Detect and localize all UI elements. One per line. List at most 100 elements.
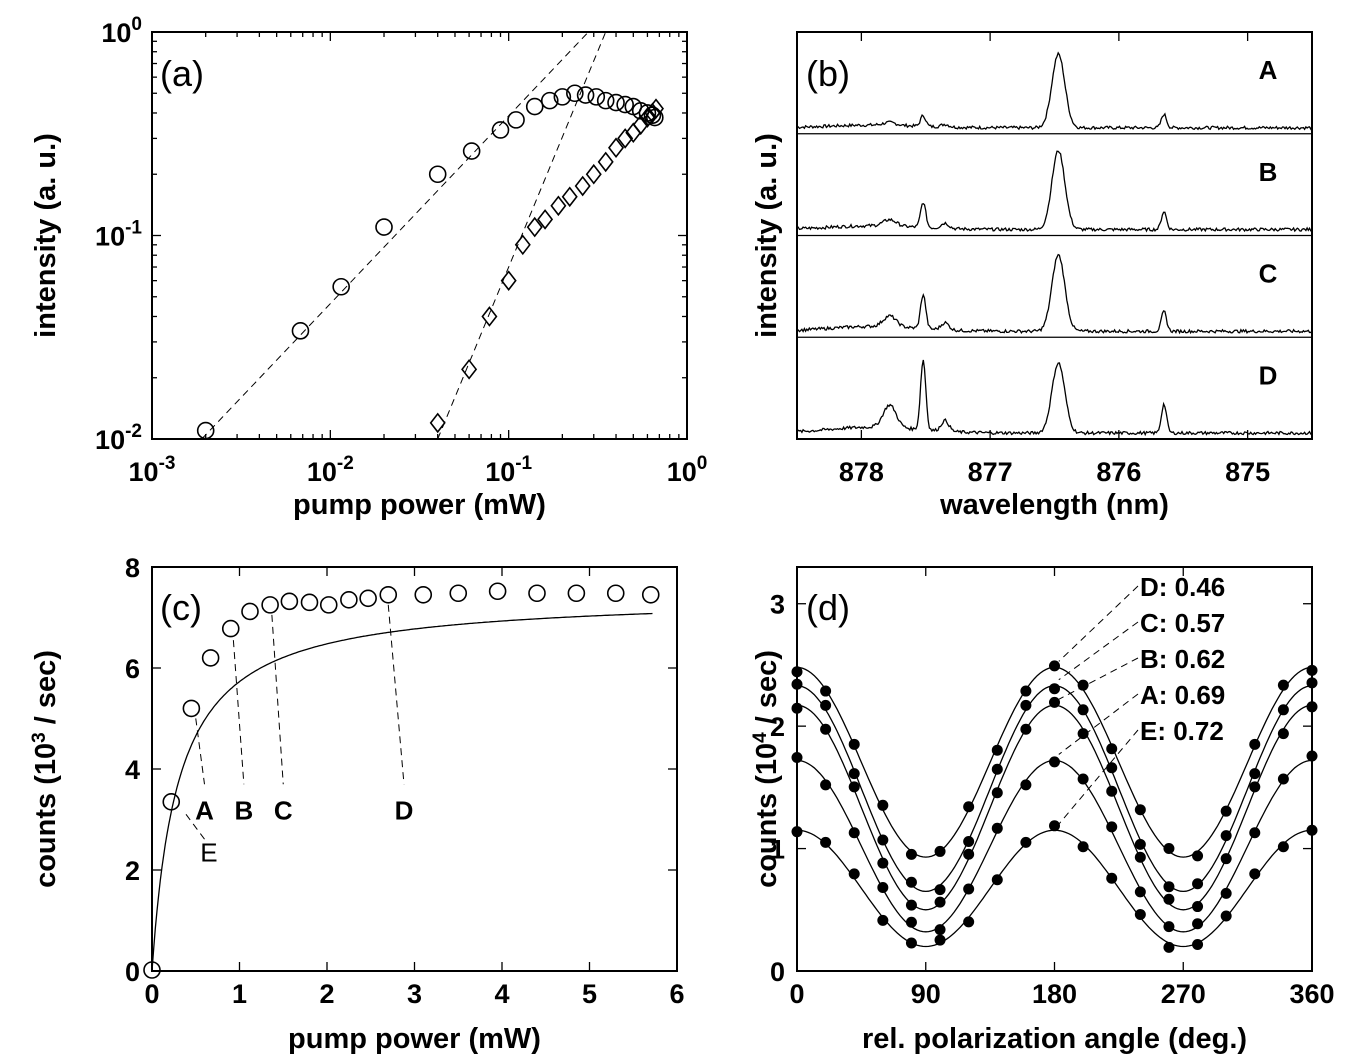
panel-c-data-point [641, 585, 660, 604]
panel-d-data-point [1249, 827, 1261, 839]
panel-d-data-point [1020, 699, 1032, 711]
panel-d-data-point [848, 827, 860, 839]
panel-c-data-point [300, 593, 319, 612]
panel-d-series-leader [1058, 585, 1139, 662]
panel-b-ylabel: intensity (a. u.) [751, 133, 783, 338]
panel-d-xtick-label: 90 [911, 979, 941, 1009]
panel-d-data-point [848, 868, 860, 880]
panel-b-spectrum-line [796, 150, 1313, 233]
panel-d-series-label: D: 0.46 [1140, 572, 1225, 602]
panel-a-diamond-point [561, 186, 578, 208]
panel-d-data-point [1077, 773, 1089, 785]
panel-d-data-point [1020, 723, 1032, 735]
panel-d-fit-curve [796, 704, 1313, 911]
panel-c-ylabel-main: counts (10 [30, 743, 62, 888]
panel-c-ylabel: counts (103 / sec) [29, 650, 62, 888]
panel-c-data-point [280, 592, 299, 611]
panel-a-circle-point [553, 88, 572, 106]
panel-a-diamond-point [461, 359, 478, 380]
panel-d-data-point [1277, 773, 1289, 785]
panel-d-ylabel-main: counts (10 [751, 743, 783, 888]
panel-a-xtick-label: 10-2 [307, 453, 354, 487]
panel-d-xtick-label: 360 [1289, 979, 1334, 1009]
panel-d-data-point [1277, 679, 1289, 691]
panel-a-circle-point [566, 84, 584, 103]
panel-d-data-point [820, 836, 832, 848]
panel-c-annotation-label: A [195, 795, 214, 825]
panel-a-diamond-point [481, 306, 498, 327]
panel-b-stack-label: D [1259, 360, 1278, 390]
panel-d-data-point [848, 768, 860, 780]
panel-c-data-point [162, 793, 181, 811]
panel-d-data-point [963, 848, 975, 860]
panel-d-data-point [934, 924, 946, 936]
panel-c-data-point [449, 584, 468, 603]
panel-d-data-point [1163, 893, 1175, 905]
panel-d-data-point [877, 799, 889, 811]
panel-d-data-point [877, 914, 889, 926]
panel-d-data-point [991, 874, 1003, 886]
panel-d-data-point [1163, 881, 1175, 893]
panel-c-data-point [606, 584, 625, 603]
panel-d-data-point [1249, 768, 1261, 780]
panel-d-data-point [905, 876, 917, 888]
panel-a-diamond-point [514, 234, 531, 256]
panel-d-series-label: B: 0.62 [1140, 644, 1225, 674]
panel-d-data-point [1049, 683, 1060, 695]
panel-a-circle-point [291, 322, 310, 340]
panel-c-xtick-label: 5 [582, 979, 597, 1009]
panel-c-ylabel-end: / sec) [30, 650, 62, 732]
panel-a-circle-point [507, 111, 525, 129]
panel-d-data-point [848, 738, 860, 750]
panel-c-data-point [414, 585, 433, 604]
panel-c-data-point [221, 619, 240, 638]
panel-d-xtick-label: 0 [789, 979, 804, 1009]
panel-a-diamond-point [500, 270, 517, 291]
panel-d-ytick-label: 2 [770, 712, 785, 742]
panel-a-diamond-point [644, 102, 661, 124]
panel-a-label: (a) [160, 53, 204, 94]
panel-d-data-point [991, 787, 1003, 799]
panel-c-annotation-leader [271, 614, 284, 785]
panel-c-fit-curve [151, 612, 653, 972]
panel-d-data-point [1106, 743, 1118, 755]
panel-d-data-point [1134, 838, 1146, 850]
panel-a-xlabel: pump power (mW) [293, 489, 546, 521]
panel-a-circle-point [525, 97, 544, 116]
panel-d-data-point [905, 937, 917, 949]
panel-a-diamond-point [608, 137, 625, 159]
panel-a-circle-point [540, 91, 559, 110]
panel-a-diamond-point [537, 209, 554, 230]
panel-c-data-point [379, 585, 398, 604]
panel-d-data-point [991, 822, 1003, 834]
panel-d-data-point [1192, 901, 1204, 913]
panel-d-data-point [1134, 804, 1146, 816]
panel-c: A B C DE (c) pump power (mW) counts (103 / … [29, 553, 685, 1055]
panel-d-data-point [877, 882, 889, 894]
panel-d-data-point [1192, 918, 1204, 930]
panel-c-ytick-label: 8 [125, 553, 140, 583]
panel-a-diamond-point [526, 216, 543, 238]
panel-c-ylabel-sup: 3 [29, 732, 50, 743]
panel-a-ylabel: intensity (a. u.) [30, 133, 62, 338]
panel-d-data-point [963, 801, 975, 813]
panel-c-data-point [488, 582, 507, 601]
panel-b-frame [796, 31, 1313, 440]
panel-b-xtick-label: 878 [839, 457, 884, 487]
panel-d-data-point [1220, 910, 1232, 922]
panel-a-ytick-label: 10-2 [95, 421, 142, 455]
panel-a-ytick-label: 100 [101, 14, 142, 48]
panel-c-data-point [340, 591, 358, 609]
panel-d-series-leader [1058, 621, 1139, 681]
panel-d-data-point [1020, 685, 1032, 697]
panel-c-xtick-label: 3 [407, 979, 422, 1009]
panel-c-ytick-label: 2 [125, 856, 140, 886]
panel-c-data-point [182, 699, 201, 718]
panel-d-series-leader [1058, 729, 1139, 825]
panel-c-data-point [261, 596, 279, 614]
panel-d-data-point [1134, 909, 1146, 921]
panel-d-data-point [820, 699, 832, 711]
panel-c-data-point [567, 584, 586, 603]
panel-a: (a) pump power (mW) intensity (a. u.) 10… [30, 14, 707, 521]
